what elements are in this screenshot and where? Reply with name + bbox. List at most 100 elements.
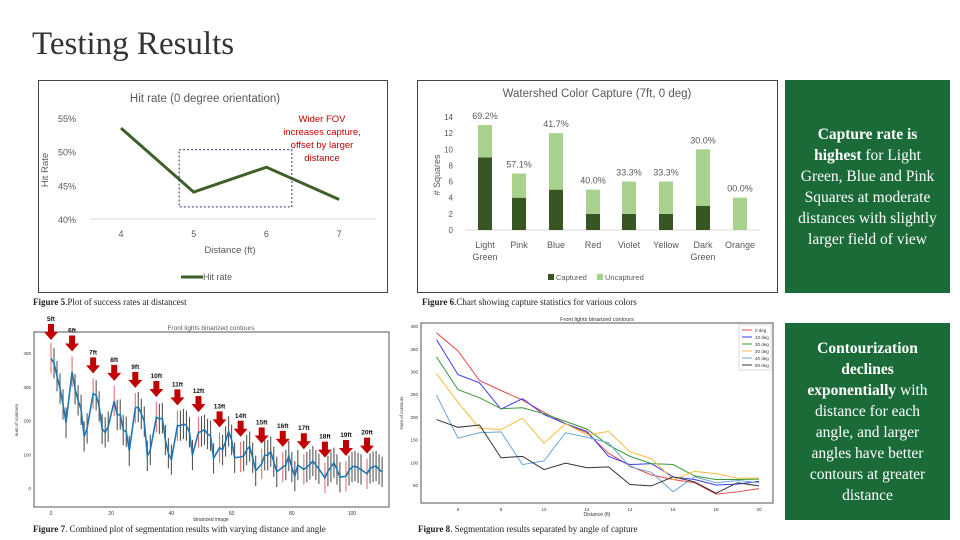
y-tick-label: 0 (449, 226, 454, 235)
contour-summary-panel: Contourization declines exponentially wi… (785, 323, 950, 520)
y-axis-label: Num of contours (399, 396, 404, 430)
panel-bold-text: Contourization declines exponentially (807, 339, 918, 399)
category-label: Light (475, 240, 495, 250)
y-tick-label: 300 (410, 370, 418, 375)
y-tick-label: 6 (449, 178, 454, 187)
distance-label: 14ft (235, 413, 247, 420)
bar-captured (659, 213, 673, 230)
figure-5-caption: Figure 5.Plot of success rates at distan… (33, 297, 187, 307)
category-label: Green (472, 252, 497, 262)
down-arrow-icon (65, 335, 80, 352)
y-tick-label: 10 (444, 145, 453, 154)
legend-swatch (548, 274, 554, 280)
y-tick-label: 200 (410, 415, 418, 420)
highlight-box (178, 149, 293, 208)
annotation-text: distance (304, 153, 339, 164)
figure-6-chart (417, 80, 778, 293)
distance-label: 5ft (47, 316, 56, 323)
x-tick-label: 60 (229, 511, 235, 517)
chart-title: Front lights binarized contours (560, 317, 634, 323)
down-arrow-icon (44, 324, 58, 340)
y-tick-label: 200 (23, 419, 31, 424)
mean-contours-line (50, 357, 383, 480)
bar-uncaptured (586, 189, 600, 214)
down-arrow-icon (338, 439, 353, 456)
y-tick-label: 14 (444, 113, 453, 122)
y-tick-label: 250 (410, 392, 418, 397)
down-arrow-icon (107, 364, 122, 381)
data-label: 57.1% (506, 160, 532, 170)
y-tick-label: 300 (23, 385, 31, 390)
y-tick-label: 2 (449, 210, 454, 219)
legend-label: 10 deg (755, 335, 769, 340)
legend-swatch (597, 274, 603, 280)
distance-label: 13ft (214, 403, 226, 410)
figure-8-caption: Figure 8. Segmentation results separated… (418, 524, 638, 534)
category-label: Violet (618, 240, 641, 250)
data-label: 33.3% (616, 168, 642, 178)
bar-uncaptured (622, 181, 636, 214)
distance-label: 20ft (361, 430, 373, 437)
legend-label: 50 deg (755, 363, 769, 368)
down-arrow-icon (212, 411, 227, 428)
y-tick-label: 400 (410, 324, 418, 329)
caption-text: .Chart showing capture statistics for va… (454, 297, 637, 307)
down-arrow-icon (317, 441, 332, 458)
x-tick-label: 10 (541, 507, 547, 512)
down-arrow-icon (233, 420, 248, 437)
series-line-10-deg (436, 339, 760, 486)
annotation-text: increases capture, (283, 127, 361, 138)
x-tick-label: 18 (713, 507, 719, 512)
x-axis-label: Distance (ft) (584, 512, 611, 518)
bar-captured (622, 213, 636, 230)
y-tick-label: 8 (449, 161, 454, 170)
down-arrow-icon (149, 381, 164, 398)
down-arrow-icon (360, 437, 375, 454)
x-tick-label: 80 (289, 511, 295, 517)
x-tick-label: 16 (670, 507, 676, 512)
distance-label: 11ft (172, 381, 184, 388)
category-label: Pink (510, 240, 528, 250)
panel-text: for Light Green, Blue and Pink Squares a… (798, 146, 937, 248)
data-label: 69.2% (472, 111, 498, 121)
bar-uncaptured (478, 125, 492, 158)
caption-label: Figure 6 (422, 297, 455, 307)
x-tick-label: 6 (264, 229, 269, 239)
y-axis-label: num of contours (14, 403, 19, 436)
capture-summary-panel: Capture rate is highest for Light Green,… (785, 80, 950, 293)
y-tick-label: 50% (58, 148, 76, 158)
x-tick-label: 12 (584, 507, 590, 512)
plot-frame (420, 322, 774, 504)
down-arrow-icon (275, 430, 290, 447)
y-tick-label: 4 (449, 194, 454, 203)
series-line-50-deg (436, 419, 760, 494)
distance-label: 6ft (68, 328, 77, 335)
caption-text: . Combined plot of segmentation results … (65, 524, 326, 534)
legend-label: 30 deg (755, 349, 769, 354)
annotation-text: Wider FOV (299, 114, 347, 125)
down-arrow-icon (86, 357, 101, 374)
legend-label: Uncaptured (605, 273, 644, 282)
bar-captured (696, 205, 710, 230)
x-tick-label: 20 (108, 511, 114, 517)
chart-title: Front lights binarized contours (167, 325, 255, 332)
legend-label: Hit rate (203, 272, 232, 282)
y-axis-label: Hit Rate (40, 153, 51, 187)
data-label: 30.0% (690, 135, 716, 145)
x-tick-label: 5 (191, 229, 196, 239)
caption-label: Figure 5 (33, 297, 66, 307)
down-arrow-icon (254, 427, 269, 444)
bar-uncaptured (512, 173, 526, 198)
y-tick-label: 100 (23, 452, 31, 457)
y-tick-label: 350 (410, 347, 418, 352)
legend-label: 0 deg (755, 328, 767, 333)
y-tick-label: 50 (413, 483, 419, 488)
panel-bold-text: Capture rate is highest (814, 125, 918, 164)
data-label: 00.0% (727, 184, 753, 194)
down-arrow-icon (128, 371, 143, 388)
distance-label: 17ft (298, 425, 310, 432)
bar-uncaptured (549, 133, 563, 190)
series-line-30-deg (436, 373, 759, 481)
category-label: Green (690, 252, 715, 262)
